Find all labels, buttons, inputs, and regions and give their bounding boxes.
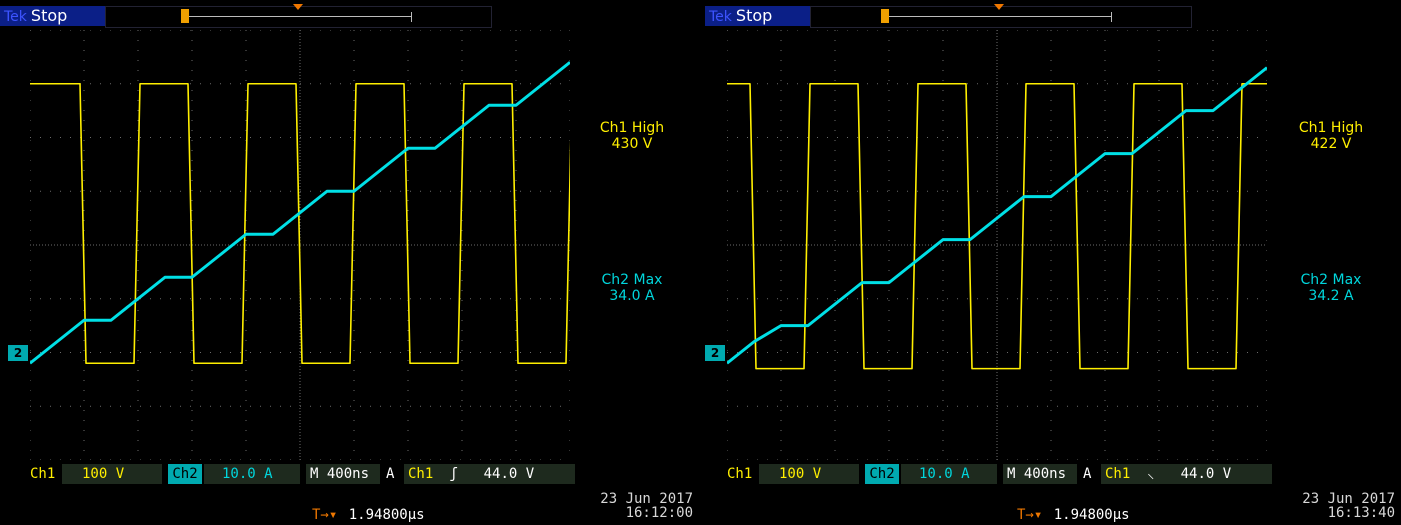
trigger-settings: Ch1 ⸜ 44.0 V [1101, 464, 1272, 484]
ch1-name: Ch1 [30, 464, 60, 484]
trigger-pos-icon: T→▾ [312, 507, 338, 523]
settings-bar: Ch1 100 V Ch2 10.0 A M 400ns A Ch1 ʃ 44.… [30, 464, 575, 484]
date: 23 Jun 2017 [1302, 491, 1395, 507]
record-position-bar [810, 4, 1192, 28]
ch1-meas-value: 422 V [1310, 136, 1352, 152]
time: 16:12:00 [625, 505, 693, 521]
scope-screen-1: Tek Stop 2 Ch1 High 430 V Ch2 Max 34.0 A … [0, 0, 695, 525]
trigger-slope-icon: ⸜ [1147, 466, 1155, 482]
status-bar: Tek Stop [0, 4, 695, 28]
brand-logo: Tek [4, 9, 27, 25]
ch2-meas-value: 34.2 A [1308, 288, 1354, 304]
ch1-scale: 100 V [759, 464, 859, 484]
trigger-icon [181, 9, 189, 23]
acq-state: Stop [30, 6, 68, 25]
waveform-display-1 [30, 30, 570, 460]
ch2-ground-marker: 2 [8, 345, 28, 361]
status-bar: Tek Stop [705, 4, 1401, 28]
trigger-position-icon [994, 4, 1004, 10]
ch1-name: Ch1 [727, 464, 757, 484]
ch1-meas-label: Ch1 High [1298, 120, 1364, 136]
trigger-position-readout: T→▾ 1.94800µs [1017, 506, 1133, 524]
trigger-source: Ch1 [1105, 466, 1131, 482]
time: 16:13:40 [1327, 505, 1395, 521]
trigger-icon [881, 9, 889, 23]
ch1-trace [727, 82, 1267, 370]
record-position-bar [105, 4, 492, 28]
ch2-meas-label: Ch2 Max [601, 272, 663, 288]
ch2-meas-label: Ch2 Max [1300, 272, 1362, 288]
ch2-meas-value: 34.0 A [609, 288, 655, 304]
trigger-settings: Ch1 ʃ 44.0 V [404, 464, 575, 484]
trigger-mode: A [1083, 464, 1099, 484]
ch1-measurement: Ch1 High 422 V [1271, 120, 1391, 152]
date: 23 Jun 2017 [600, 491, 693, 507]
scope-screen-2: Tek Stop 2 Ch1 High 422 V Ch2 Max 34.2 A … [705, 0, 1401, 525]
trigger-level: 44.0 V [1180, 466, 1232, 482]
timestamp: 23 Jun 2017 16:13:40 [1277, 492, 1395, 520]
trigger-mode: A [386, 464, 402, 484]
brand-acq-state: Tek Stop [705, 6, 810, 26]
ch1-meas-label: Ch1 High [599, 120, 665, 136]
waveform-display-2 [727, 30, 1267, 460]
brand-acq-state: Tek Stop [0, 6, 105, 26]
trigger-pos-value: 1.94800µs [1050, 507, 1133, 523]
ch1-measurement: Ch1 High 430 V [572, 120, 692, 152]
trigger-source: Ch1 [408, 466, 434, 482]
acq-state: Stop [735, 6, 773, 25]
trigger-position-icon [293, 4, 303, 10]
ch1-scale: 100 V [62, 464, 162, 484]
ch2-ground-marker: 2 [705, 345, 725, 361]
ch2-name: Ch2 [168, 464, 202, 484]
ch2-trace [30, 61, 570, 365]
ch2-name: Ch2 [865, 464, 899, 484]
brand-logo: Tek [709, 9, 732, 25]
timebase: M 400ns [1003, 464, 1077, 484]
ch2-measurement: Ch2 Max 34.2 A [1271, 272, 1391, 304]
trigger-pos-icon: T→▾ [1017, 507, 1043, 523]
trigger-slope-icon: ʃ [449, 466, 458, 482]
ch1-trace [30, 82, 570, 365]
ch2-measurement: Ch2 Max 34.0 A [572, 272, 692, 304]
ch1-meas-value: 430 V [611, 136, 653, 152]
trigger-pos-value: 1.94800µs [345, 507, 428, 523]
ch2-scale: 10.0 A [901, 464, 997, 484]
timebase: M 400ns [306, 464, 380, 484]
timestamp: 23 Jun 2017 16:12:00 [575, 492, 693, 520]
ch2-trace [727, 66, 1267, 365]
trigger-position-readout: T→▾ 1.94800µs [312, 506, 428, 524]
trigger-level: 44.0 V [483, 466, 535, 482]
ch2-scale: 10.0 A [204, 464, 300, 484]
settings-bar: Ch1 100 V Ch2 10.0 A M 400ns A Ch1 ⸜ 44.… [727, 464, 1272, 484]
